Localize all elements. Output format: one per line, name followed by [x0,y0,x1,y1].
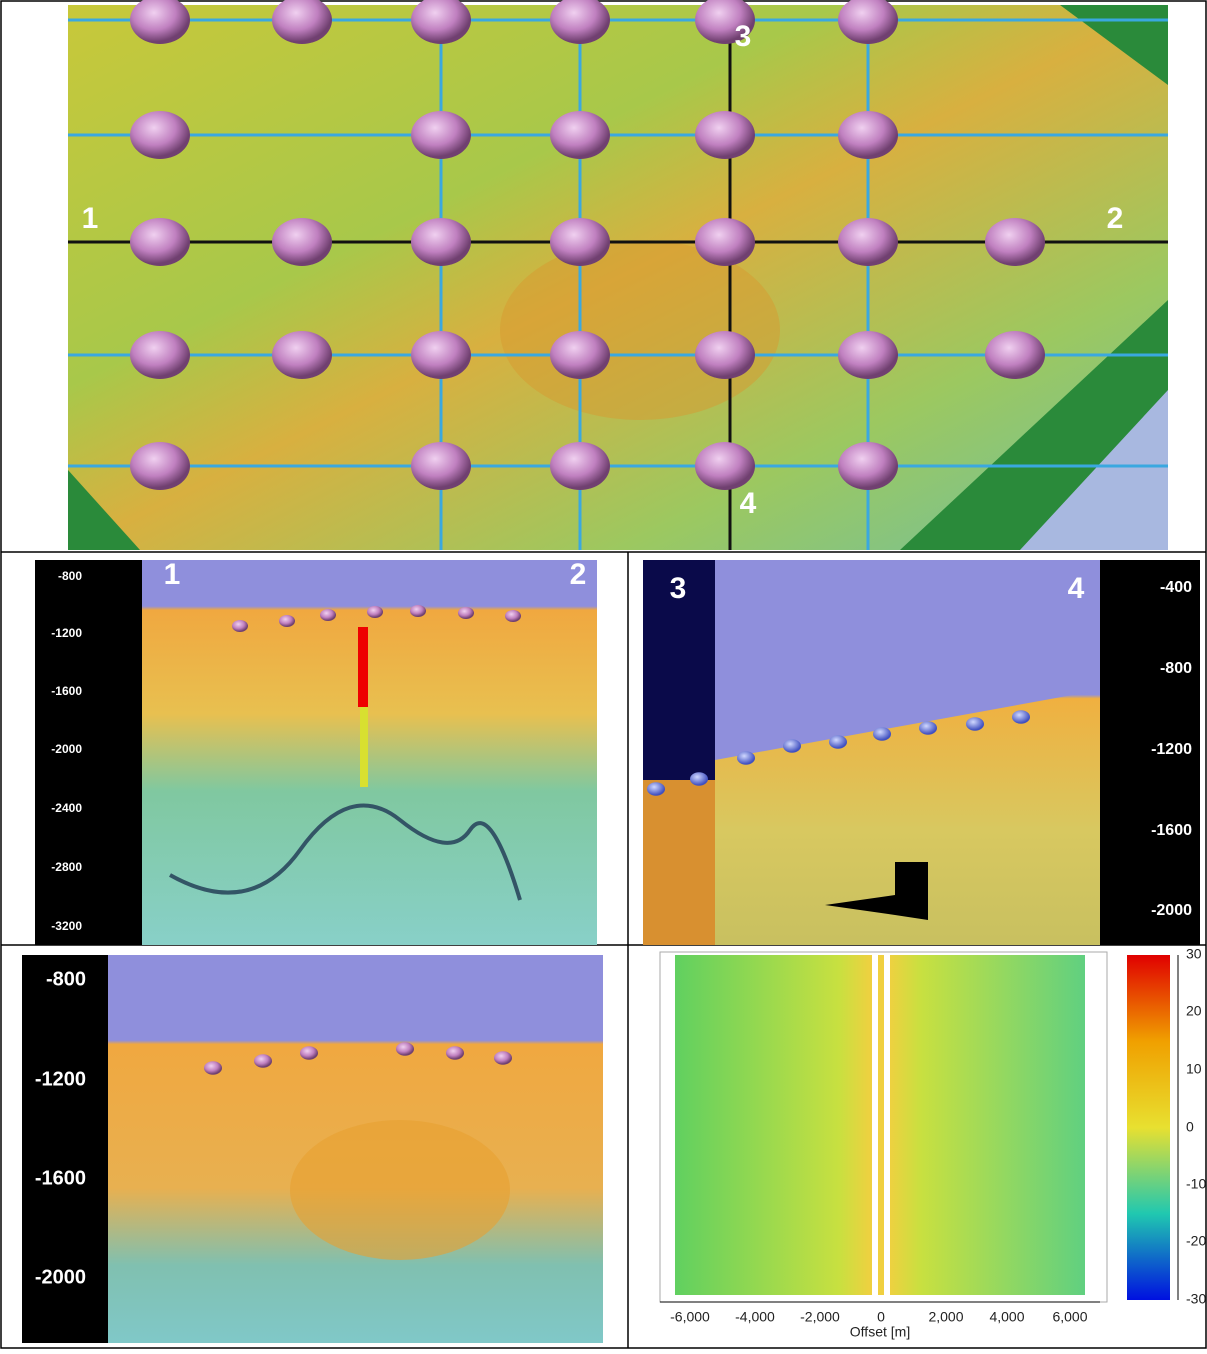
receiver [829,735,847,749]
receiver [494,1051,512,1065]
depth-tick-label: -1200 [1151,741,1192,758]
depth-tick-label: -800 [1160,660,1192,677]
receiver [411,111,471,159]
depth-tick-label: -3200 [51,919,82,933]
colorbar-tick-label: -10 [1186,1176,1206,1192]
receiver [647,782,665,796]
line-label: 1 [164,558,181,591]
depth-tick-label: -2000 [51,742,82,756]
section-1-2 [35,560,597,945]
receiver [396,1042,414,1056]
receiver [367,606,383,618]
colorbar-tick-label: -30 [1186,1291,1206,1307]
x-tick-label: -2,000 [800,1309,840,1325]
receiver [985,218,1045,266]
receiver [838,218,898,266]
receiver [550,111,610,159]
depth-tick-label: -1200 [35,1068,86,1090]
line-label: 2 [1107,202,1124,235]
depth-tick-label: -1200 [51,626,82,640]
receiver [690,772,708,786]
x-tick-label: -4,000 [735,1309,775,1325]
x-tick-label: -6,000 [670,1309,710,1325]
receiver [838,442,898,490]
receiver [204,1061,222,1075]
colorbar-tick-label: 30 [1186,946,1202,962]
receiver [695,331,755,379]
receiver [966,717,984,731]
section-zoom [22,955,603,1343]
offset-panel [660,952,1178,1302]
x-tick-label: 2,000 [928,1309,963,1325]
section-3-4 [643,560,1200,945]
receiver [130,218,190,266]
receiver [411,218,471,266]
depth-tick-label: -400 [1160,579,1192,596]
receiver [919,721,937,735]
receiver [254,1054,272,1068]
line-label: 3 [670,572,687,605]
receiver [505,610,521,622]
receiver [279,615,295,627]
map-panel [68,0,1168,550]
receiver [550,218,610,266]
x-tick-label: 6,000 [1052,1309,1087,1325]
depth-tick-label: -2800 [51,860,82,874]
receiver [320,609,336,621]
receiver [695,218,755,266]
colorbar-tick-label: 20 [1186,1003,1202,1019]
receiver [838,331,898,379]
depth-tick-label: -1600 [1151,822,1192,839]
receiver [130,331,190,379]
receiver [458,607,474,619]
line-label: 4 [740,487,757,520]
receiver [1012,710,1030,724]
depth-tick-label: -800 [46,968,86,990]
depth-tick-label: -2000 [35,1266,86,1288]
depth-tick-label: -800 [58,569,82,583]
line-label: 4 [1068,572,1085,605]
line-label: 3 [735,20,752,53]
receiver [550,331,610,379]
depth-tick-label: -2400 [51,801,82,815]
receiver [783,739,801,753]
receiver [411,331,471,379]
x-tick-label: 4,000 [989,1309,1024,1325]
receiver [272,218,332,266]
x-axis-label: Offset [m] [850,1324,910,1340]
receiver [272,331,332,379]
depth-tick-label: -1600 [35,1167,86,1189]
receiver [411,442,471,490]
receiver [550,442,610,490]
receiver [130,111,190,159]
page: {"map_panel": {"labels": ["1", "2", "3",… [0,0,1207,1349]
receiver [695,442,755,490]
receiver [410,605,426,617]
receiver [232,620,248,632]
receiver [446,1046,464,1060]
colorbar-tick-label: 10 [1186,1061,1202,1077]
receiver [838,111,898,159]
depth-tick-label: -1600 [51,684,82,698]
receiver [300,1046,318,1060]
depth-tick-label: -2000 [1151,902,1192,919]
figure: 12341234-800-1200-1600-2000-2400-2800-32… [0,0,1207,1349]
line-label: 1 [82,202,99,235]
receiver [873,727,891,741]
colorbar-tick-label: -20 [1186,1233,1206,1249]
colorbar-tick-label: 0 [1186,1119,1194,1135]
x-tick-label: 0 [877,1309,885,1325]
receiver [130,442,190,490]
line-label: 2 [570,558,587,591]
receiver [737,751,755,765]
receiver [695,111,755,159]
receiver [985,331,1045,379]
